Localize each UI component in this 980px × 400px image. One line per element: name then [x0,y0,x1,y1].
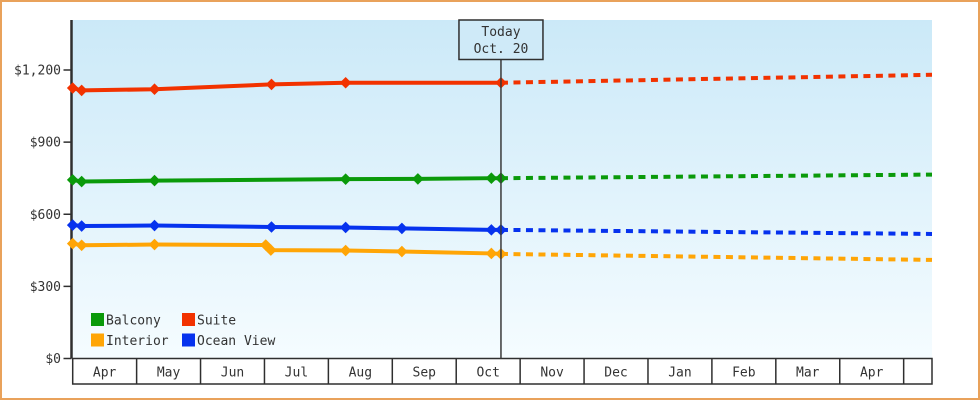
interior-point-marker[interactable] [265,244,277,256]
interior-point-marker[interactable] [259,239,272,251]
ocean-view-point-marker[interactable] [75,220,88,232]
legend-swatch-suite [182,313,195,326]
forecast-line-suite [500,72,933,85]
legend-swatch-balcony [91,313,104,326]
suite-point-marker[interactable] [265,78,278,91]
today-box-title: Today [481,25,520,40]
interior-point-marker[interactable] [396,245,408,258]
month-label-2: Jun [221,366,244,381]
today-box-date: Oct. 20 [474,42,529,57]
interior-point-marker[interactable] [339,244,352,257]
legend-item-suite[interactable]: Suite [182,313,236,329]
legend-label-interior: Interior [106,334,169,349]
today-box [458,19,544,61]
legend-item-interior[interactable]: Interior [91,333,169,350]
balcony-point-marker[interactable] [148,174,161,187]
balcony-point-marker[interactable] [339,173,352,185]
month-label-0: Apr [93,366,117,381]
balcony-point-marker[interactable] [485,172,498,184]
interior-point-marker[interactable] [66,237,79,250]
y-axis-tick-label: $300 [30,280,61,295]
balcony-point-marker[interactable] [412,173,424,185]
month-label-6: Oct [476,366,499,381]
ocean-view-point-marker[interactable] [148,219,161,232]
forecast-line-interior [500,251,933,262]
legend-swatch-interior [91,333,104,347]
y-axis-tick-label: $600 [30,208,61,223]
balcony-point-marker[interactable] [75,175,88,188]
legend-item-balcony[interactable]: Balcony [91,313,161,329]
month-label-9: Jan [668,366,691,381]
interior-point-marker[interactable] [148,238,161,251]
legend-label-ocean-view: Ocean View [197,334,275,349]
plot-background [71,20,932,359]
legend-label-suite: Suite [197,314,236,329]
month-label-5: Sep [413,366,437,381]
month-label-7: Nov [540,366,564,381]
legend-swatch-ocean-view [182,333,195,347]
ocean-view-point-marker[interactable] [396,222,408,235]
month-label-12: Apr [860,366,884,381]
month-label-11: Mar [796,366,820,381]
y-axis-tick-label: $0 [45,352,61,367]
interior-point-marker[interactable] [485,247,498,260]
legend-item-ocean-view[interactable]: Ocean View [182,333,275,350]
ocean-view-point-marker[interactable] [485,224,498,236]
suite-point-marker[interactable] [66,82,79,94]
legend-label-balcony: Balcony [106,314,161,329]
ocean-view-point-marker[interactable] [66,219,79,231]
balcony-point-marker[interactable] [66,174,79,186]
month-label-8: Dec [604,366,627,381]
ocean-view-point-marker[interactable] [265,221,278,233]
forecast-line-ocean-view [500,227,933,236]
month-label-1: May [157,366,181,381]
interior-point-marker[interactable] [75,239,88,252]
ocean-view-point-marker[interactable] [339,221,352,234]
y-axis-tick-label: $1,200 [14,64,61,79]
suite-point-marker[interactable] [339,76,352,89]
y-axis-tick-label: $900 [30,136,61,151]
suite-point-marker[interactable] [148,83,161,96]
month-label-3: Jul [285,366,308,381]
series-line-ocean-view [72,223,501,232]
month-label-10: Feb [732,366,756,381]
month-label-4: Aug [349,366,372,381]
month-row [71,357,933,385]
suite-point-marker[interactable] [75,84,88,97]
forecast-line-balcony [500,172,933,181]
